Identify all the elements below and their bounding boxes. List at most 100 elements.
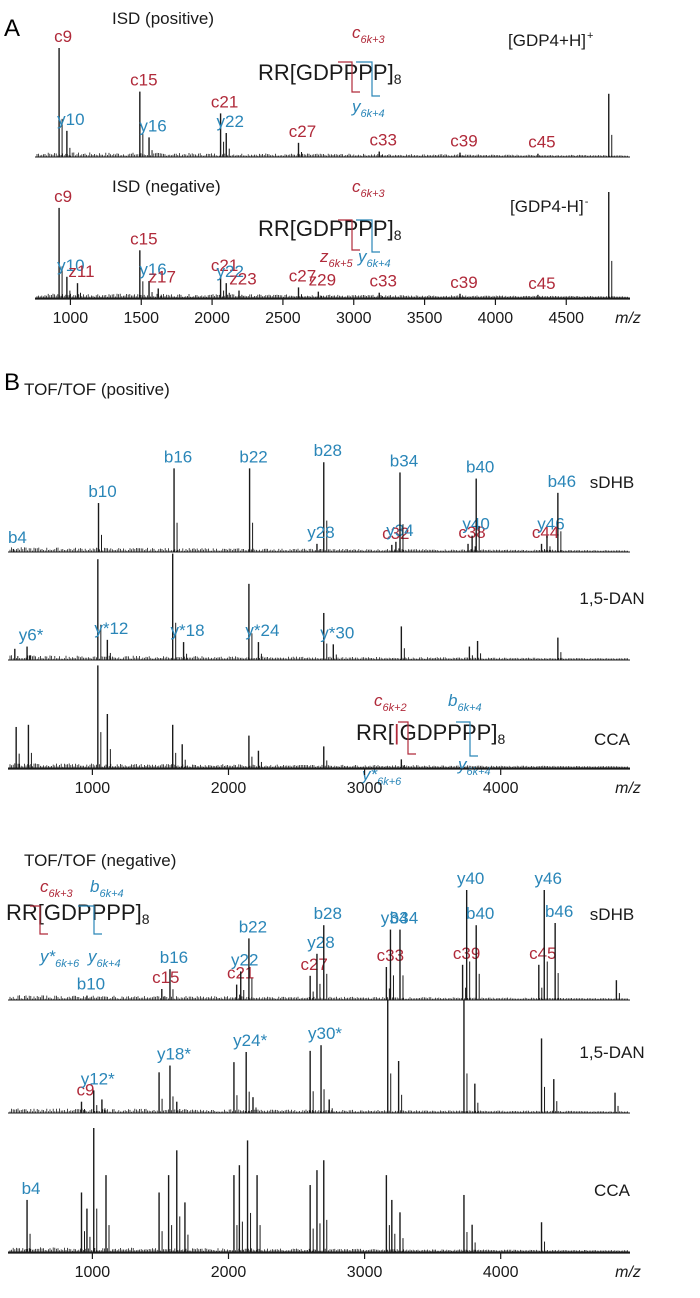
- peak-label: y28: [307, 523, 334, 542]
- spectrum-tof-negative-cca: b4 CCA 1000 2000 3000 4000 m/z: [8, 1128, 641, 1281]
- peak-label: c27: [289, 122, 316, 141]
- peak-label: b34: [390, 451, 418, 470]
- noise-trace: [9, 1247, 628, 1252]
- spectrum-title: TOF/TOF (positive): [24, 380, 170, 399]
- fragment-notation: c6k+3: [40, 877, 74, 900]
- fragment-notation: b6k+4: [448, 691, 482, 714]
- notation-ion: y: [457, 755, 468, 774]
- x-tick-label: 2000: [211, 1264, 247, 1281]
- x-tick-label: 1000: [75, 780, 111, 797]
- sequence-part-post: PPPP]: [329, 60, 394, 85]
- peak-label: y*12: [94, 619, 128, 638]
- sequence-part-d: D: [313, 216, 329, 241]
- cleavage-bracket: [456, 721, 478, 757]
- cleavage-bracket: [356, 61, 380, 97]
- cleavage-bracket: [398, 721, 416, 755]
- peak-label: c27: [289, 266, 316, 285]
- peak-label: b46: [548, 472, 576, 491]
- precursor-charge: +: [587, 30, 593, 42]
- peak-label: c39: [450, 132, 477, 151]
- notation-index: 6k+4: [457, 702, 481, 714]
- x-axis-label: m/z: [615, 780, 641, 797]
- noise-trace: [36, 152, 628, 157]
- precursor-label: [GDP4-H]: [510, 197, 584, 216]
- x-tick-label: 2500: [265, 310, 301, 327]
- fragment-notation: c6k+2: [374, 691, 407, 714]
- x-tick-label: 3000: [347, 1264, 383, 1281]
- x-tick-label: 1000: [53, 310, 89, 327]
- peak-label: c15: [152, 968, 179, 987]
- noise-trace: [9, 655, 628, 660]
- peak-label: y6*: [19, 626, 44, 645]
- peptide-sequence: RR[GDPPPP]8: [6, 900, 150, 927]
- noise-trace: [9, 1108, 628, 1113]
- fragment-notation: y6k+4: [87, 947, 121, 970]
- fragment-notation: y6k+4: [457, 755, 491, 778]
- notation-index: 6k+4: [97, 958, 121, 970]
- peak-label: b34: [390, 909, 418, 928]
- peak-label: z23: [229, 270, 256, 289]
- noise-trace: [9, 995, 628, 1000]
- notation-index: 6k+6: [55, 958, 80, 970]
- noise-trace: [9, 763, 628, 768]
- sequence-part-post: PPPP]: [433, 720, 498, 745]
- precursor-label: [GDP4+H]: [508, 31, 586, 50]
- notation-ion: c: [352, 177, 361, 196]
- sequence-part-pre: RR[: [258, 216, 296, 241]
- sequence-repeat: 8: [394, 227, 402, 243]
- peak-label: y24*: [233, 1031, 267, 1050]
- peak-label: c15: [130, 71, 157, 90]
- sequence-part-pre: RR[: [356, 720, 394, 745]
- x-axis-label: m/z: [615, 1264, 641, 1281]
- peak-label: b16: [160, 948, 188, 967]
- peak-label: y46: [535, 869, 562, 888]
- peak-label: y*30: [320, 623, 354, 642]
- peptide-sequence: RR[GDPPPP]8: [258, 216, 402, 243]
- sequence-part-pre: RR[: [258, 60, 296, 85]
- notation-ion: y*: [361, 765, 379, 784]
- spectrum-title: TOF/TOF (negative): [24, 851, 176, 870]
- sequence-repeat: 8: [142, 911, 150, 927]
- matrix-label: CCA: [594, 730, 631, 749]
- peak-label: y34: [381, 909, 408, 928]
- cleavage-bracket: [78, 905, 102, 935]
- noise-trace: [9, 547, 628, 552]
- peak-label: c15: [130, 229, 157, 248]
- sequence-part-d: D: [61, 900, 77, 925]
- peak-label: b28: [314, 904, 342, 923]
- x-tick-label: 2000: [211, 780, 247, 797]
- peak-label: b46: [545, 902, 573, 921]
- peak-label: y10: [57, 110, 84, 129]
- x-tick-label: 1000: [75, 1264, 111, 1281]
- x-tick-label: 4000: [483, 1264, 519, 1281]
- peak-label: b22: [239, 447, 267, 466]
- peak-label: y16: [139, 260, 166, 279]
- peak-label: c44: [532, 523, 559, 542]
- sequence-part-g: G: [296, 60, 313, 85]
- peak-label: y10: [57, 256, 84, 275]
- spectrum-title: ISD (negative): [112, 177, 221, 196]
- notation-ion: y: [357, 247, 368, 266]
- sequence-part-d: D: [417, 720, 433, 745]
- peak-label: z11: [68, 262, 94, 281]
- notation-index: 6k+4: [467, 766, 491, 778]
- peak-label: b10: [88, 482, 116, 501]
- notation-ion: c: [374, 691, 383, 710]
- peak-label: y30*: [308, 1024, 342, 1043]
- matrix-label: sDHB: [590, 473, 634, 492]
- matrix-label: sDHB: [590, 905, 634, 924]
- sequence-part-d: D: [313, 60, 329, 85]
- peak-label: b16: [164, 447, 192, 466]
- peak-label: c39: [450, 273, 477, 292]
- notation-index: 6k+4: [99, 888, 123, 900]
- peak-label: c9: [77, 1081, 95, 1100]
- x-tick-label: 3000: [336, 310, 372, 327]
- notation-index: 6k+2: [383, 702, 407, 714]
- peak-label: y*18: [171, 621, 205, 640]
